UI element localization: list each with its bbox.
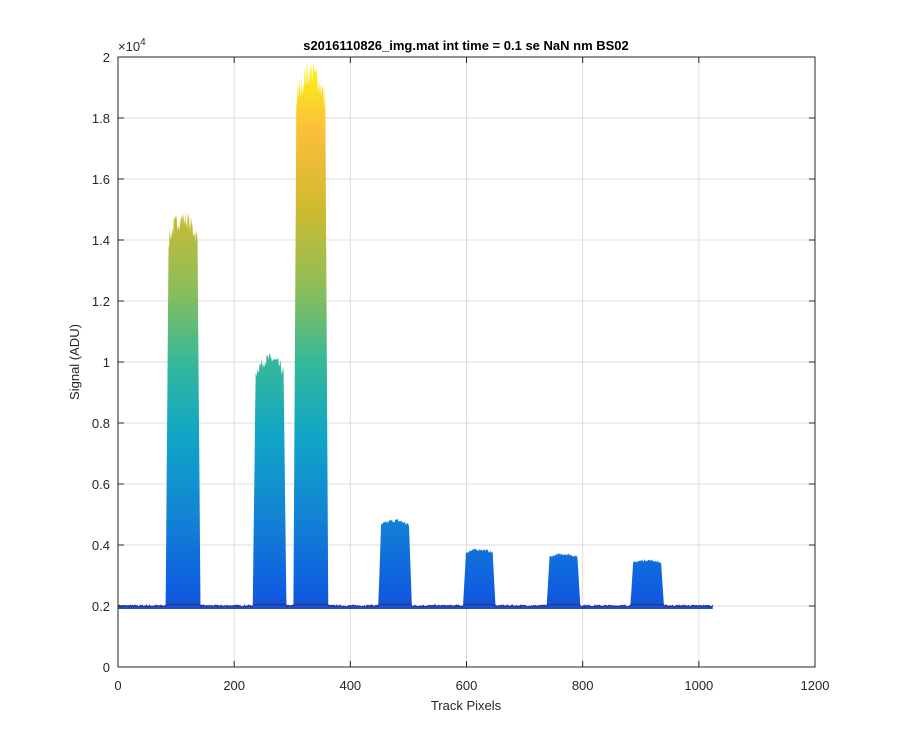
y-tick-label: 0.8	[92, 416, 110, 431]
x-tick-label: 1000	[684, 678, 713, 693]
baseline-trace	[118, 603, 714, 609]
label-layer: s2016110826_img.mat int time = 0.1 se Na…	[67, 37, 629, 713]
y-exponent-label: ×104	[118, 37, 146, 54]
x-tick-label: 1200	[801, 678, 830, 693]
y-tick-label: 1	[103, 355, 110, 370]
signal-area-layer	[118, 61, 714, 610]
y-tick-label: 1.2	[92, 294, 110, 309]
signal-area	[118, 61, 713, 610]
y-tick-label: 1.4	[92, 233, 110, 248]
y-tick-label: 1.8	[92, 111, 110, 126]
axes-layer: 0 200 400 600 800 1000 1200 0 0.2 0.4 0.6 0.8 1 1.2 1.…	[92, 50, 830, 693]
y-tick-label: 0.4	[92, 538, 110, 553]
y-axis-label: Signal (ADU)	[67, 324, 82, 400]
y-tick-label: 0.2	[92, 599, 110, 614]
x-tick-label: 200	[223, 678, 245, 693]
y-tick-label: 2	[103, 50, 110, 65]
x-axis-label: Track Pixels	[431, 698, 502, 713]
x-tick-label: 400	[339, 678, 361, 693]
x-tick-label: 600	[456, 678, 478, 693]
y-tick-label: 0	[103, 660, 110, 675]
x-tick-label: 800	[572, 678, 594, 693]
y-tick-label: 1.6	[92, 172, 110, 187]
y-tick-label: 0.6	[92, 477, 110, 492]
chart-title: s2016110826_img.mat int time = 0.1 se Na…	[303, 38, 629, 53]
x-tick-label: 0	[114, 678, 121, 693]
